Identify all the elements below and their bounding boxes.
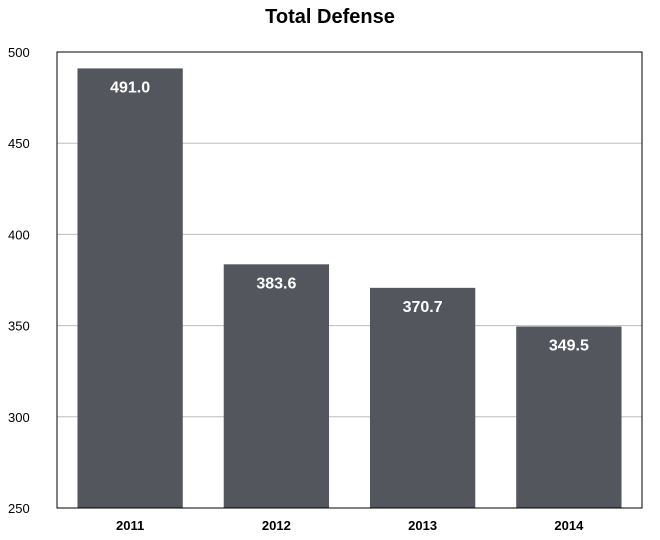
bars	[77, 68, 622, 508]
bar	[516, 326, 622, 508]
x-tick-label: 2012	[262, 518, 291, 533]
x-tick-label: 2013	[408, 518, 437, 533]
data-label: 349.5	[549, 338, 589, 355]
data-label: 370.7	[403, 299, 443, 316]
bar	[369, 287, 476, 508]
bar	[223, 264, 330, 508]
plot-frame	[56, 51, 643, 509]
y-tick-label: 400	[8, 227, 30, 242]
x-tick-label: 2011	[116, 518, 144, 533]
y-tick-label: 450	[8, 136, 30, 151]
data-label: 491.0	[110, 79, 150, 96]
y-tick-label: 500	[8, 45, 30, 60]
x-tick-label: 2014	[554, 518, 584, 533]
y-tick-label: 250	[8, 501, 30, 516]
y-tick-label: 350	[8, 319, 30, 334]
x-axis-ticks: 2011 2012 2013 2014	[116, 518, 584, 533]
y-axis-ticks: 250 300 350 400 450 500	[8, 45, 30, 516]
chart-title: Total Defense	[265, 6, 395, 28]
y-tick-label: 300	[8, 410, 30, 425]
data-label: 383.6	[256, 275, 296, 292]
bar	[77, 68, 183, 508]
data-labels: 491.0 383.6 370.7 349.5	[110, 79, 589, 354]
